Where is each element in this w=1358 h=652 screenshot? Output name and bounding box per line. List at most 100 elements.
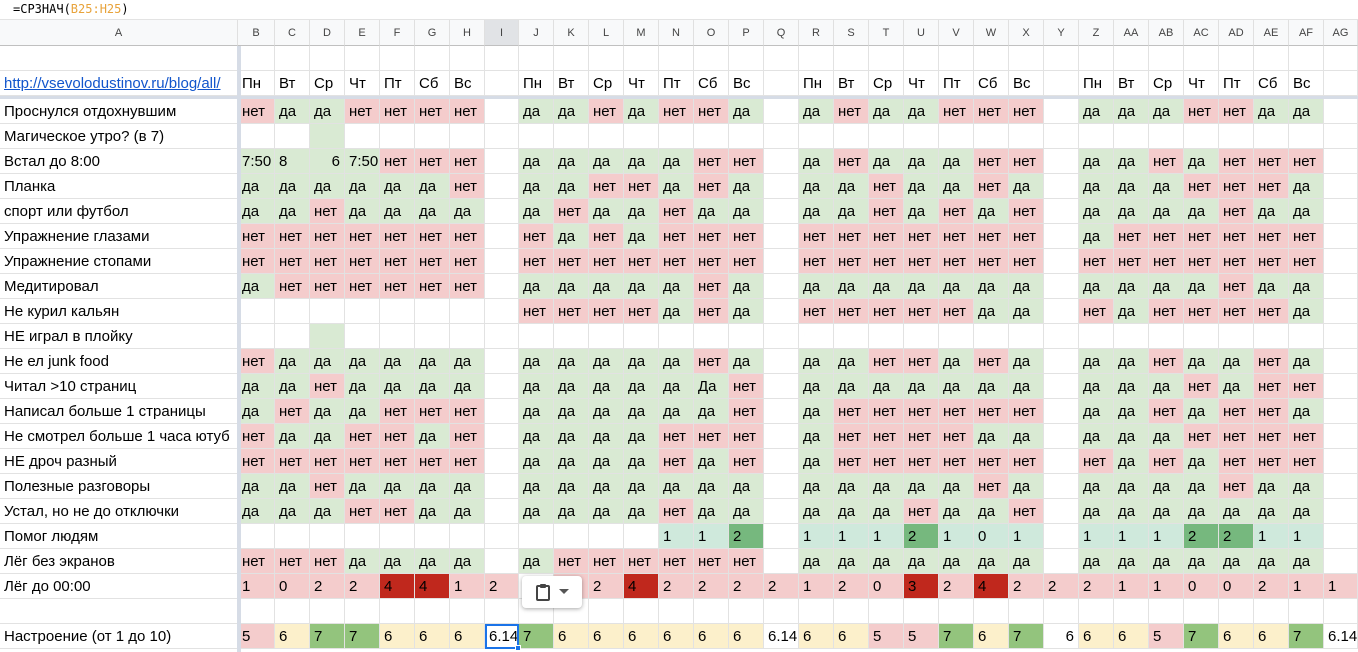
tracker-cell[interactable]: нет <box>1289 149 1324 174</box>
tracker-cell[interactable]: да <box>799 499 834 524</box>
summary-cell[interactable] <box>485 599 519 624</box>
tracker-cell[interactable]: да <box>624 199 659 224</box>
tracker-cell[interactable]: да <box>799 424 834 449</box>
tracker-cell[interactable]: нет <box>554 199 589 224</box>
tracker-cell[interactable]: нет <box>450 249 485 274</box>
empty-cell[interactable] <box>764 46 799 71</box>
tracker-cell[interactable]: нет <box>450 174 485 199</box>
tracker-cell[interactable]: нет <box>1149 449 1184 474</box>
tracker-cell[interactable] <box>1289 599 1324 624</box>
tracker-cell[interactable]: нет <box>345 99 380 124</box>
tracker-cell[interactable]: да <box>1184 474 1219 499</box>
summary-cell[interactable] <box>1324 399 1358 424</box>
row-label[interactable]: Настроение (от 1 до 10) <box>0 624 238 649</box>
tracker-cell[interactable]: нет <box>694 274 729 299</box>
tracker-cell[interactable]: нет <box>450 424 485 449</box>
tracker-cell[interactable]: нет <box>1009 399 1044 424</box>
tracker-cell[interactable]: нет <box>554 249 589 274</box>
tracker-cell[interactable]: нет <box>1254 174 1289 199</box>
tracker-cell[interactable]: да <box>275 374 310 399</box>
tracker-cell[interactable]: да <box>554 449 589 474</box>
spreadsheet-grid[interactable]: A B C D E F G H I J K L M N O P Q R S T U V W X Y Z AA AB AC AD AE AF AG… <box>0 20 1358 652</box>
empty-cell[interactable] <box>1219 46 1254 71</box>
tracker-cell[interactable]: нет <box>310 374 345 399</box>
tracker-cell[interactable]: нет <box>415 224 450 249</box>
tracker-cell[interactable]: нет <box>589 224 624 249</box>
tracker-cell[interactable]: да <box>974 499 1009 524</box>
summary-cell[interactable]: 6 <box>1044 624 1079 649</box>
tracker-cell[interactable]: нет <box>834 249 869 274</box>
tracker-cell[interactable] <box>1184 324 1219 349</box>
tracker-cell[interactable] <box>238 299 275 324</box>
tracker-cell[interactable]: 1 <box>1289 574 1324 599</box>
tracker-cell[interactable]: нет <box>380 274 415 299</box>
tracker-cell[interactable]: да <box>904 549 939 574</box>
summary-cell[interactable] <box>485 499 519 524</box>
tracker-cell[interactable]: да <box>624 224 659 249</box>
tracker-cell[interactable]: нет <box>1254 399 1289 424</box>
tracker-cell[interactable]: да <box>1114 474 1149 499</box>
summary-cell[interactable] <box>1044 524 1079 549</box>
tracker-cell[interactable]: да <box>904 374 939 399</box>
row-label[interactable]: Встал до 8:00 <box>0 149 238 174</box>
tracker-cell[interactable]: да <box>519 274 554 299</box>
tracker-cell[interactable]: да <box>1114 99 1149 124</box>
tracker-cell[interactable]: да <box>1184 149 1219 174</box>
tracker-cell[interactable]: да <box>415 174 450 199</box>
tracker-cell[interactable] <box>519 324 554 349</box>
tracker-cell[interactable]: да <box>1289 199 1324 224</box>
tracker-cell[interactable]: да <box>1219 549 1254 574</box>
summary-cell[interactable] <box>1044 349 1079 374</box>
summary-cell[interactable] <box>485 474 519 499</box>
empty-cell[interactable] <box>834 46 869 71</box>
tracker-cell[interactable]: 1 <box>238 574 275 599</box>
column-header-ae[interactable]: AE <box>1254 20 1289 46</box>
tracker-cell[interactable]: да <box>659 474 694 499</box>
tracker-cell[interactable]: 6 <box>834 624 869 649</box>
summary-cell[interactable] <box>764 524 799 549</box>
tracker-cell[interactable]: нет <box>415 449 450 474</box>
summary-cell[interactable] <box>764 349 799 374</box>
tracker-cell[interactable]: нет <box>974 249 1009 274</box>
tracker-cell[interactable]: да <box>659 374 694 399</box>
tracker-cell[interactable]: да <box>238 174 275 199</box>
tracker-cell[interactable]: да <box>834 374 869 399</box>
tracker-cell[interactable]: да <box>450 374 485 399</box>
column-header-d[interactable]: D <box>310 20 345 46</box>
tracker-cell[interactable]: нет <box>729 149 764 174</box>
summary-cell[interactable] <box>485 124 519 149</box>
tracker-cell[interactable]: да <box>1149 424 1184 449</box>
tracker-cell[interactable]: нет <box>939 99 974 124</box>
column-header-i[interactable]: I <box>485 20 519 46</box>
tracker-cell[interactable]: нет <box>380 399 415 424</box>
tracker-cell[interactable]: да <box>624 274 659 299</box>
summary-cell[interactable] <box>764 374 799 399</box>
empty-cell[interactable] <box>1114 46 1149 71</box>
tracker-cell[interactable]: нет <box>869 224 904 249</box>
tracker-cell[interactable]: да <box>589 199 624 224</box>
tracker-cell[interactable]: да <box>1149 474 1184 499</box>
tracker-cell[interactable]: нет <box>554 549 589 574</box>
tracker-cell[interactable]: да <box>834 174 869 199</box>
tracker-cell[interactable]: да <box>729 299 764 324</box>
empty-cell[interactable] <box>694 46 729 71</box>
tracker-cell[interactable]: нет <box>1254 149 1289 174</box>
tracker-cell[interactable]: нет <box>659 449 694 474</box>
tracker-cell[interactable] <box>380 599 415 624</box>
tracker-cell[interactable] <box>415 124 450 149</box>
tracker-cell[interactable] <box>1009 324 1044 349</box>
tracker-cell[interactable]: да <box>1009 474 1044 499</box>
summary-cell[interactable] <box>1324 199 1358 224</box>
tracker-cell[interactable]: да <box>238 499 275 524</box>
column-header-r[interactable]: R <box>799 20 834 46</box>
tracker-cell[interactable]: нет <box>415 249 450 274</box>
tracker-cell[interactable]: нет <box>238 449 275 474</box>
tracker-cell[interactable]: да <box>1079 374 1114 399</box>
tracker-cell[interactable] <box>1009 599 1044 624</box>
summary-cell[interactable] <box>1044 474 1079 499</box>
tracker-cell[interactable]: да <box>450 199 485 224</box>
column-header-q[interactable]: Q <box>764 20 799 46</box>
tracker-cell[interactable]: да <box>834 199 869 224</box>
tracker-cell[interactable]: нет <box>1009 224 1044 249</box>
empty-cell[interactable] <box>1079 46 1114 71</box>
